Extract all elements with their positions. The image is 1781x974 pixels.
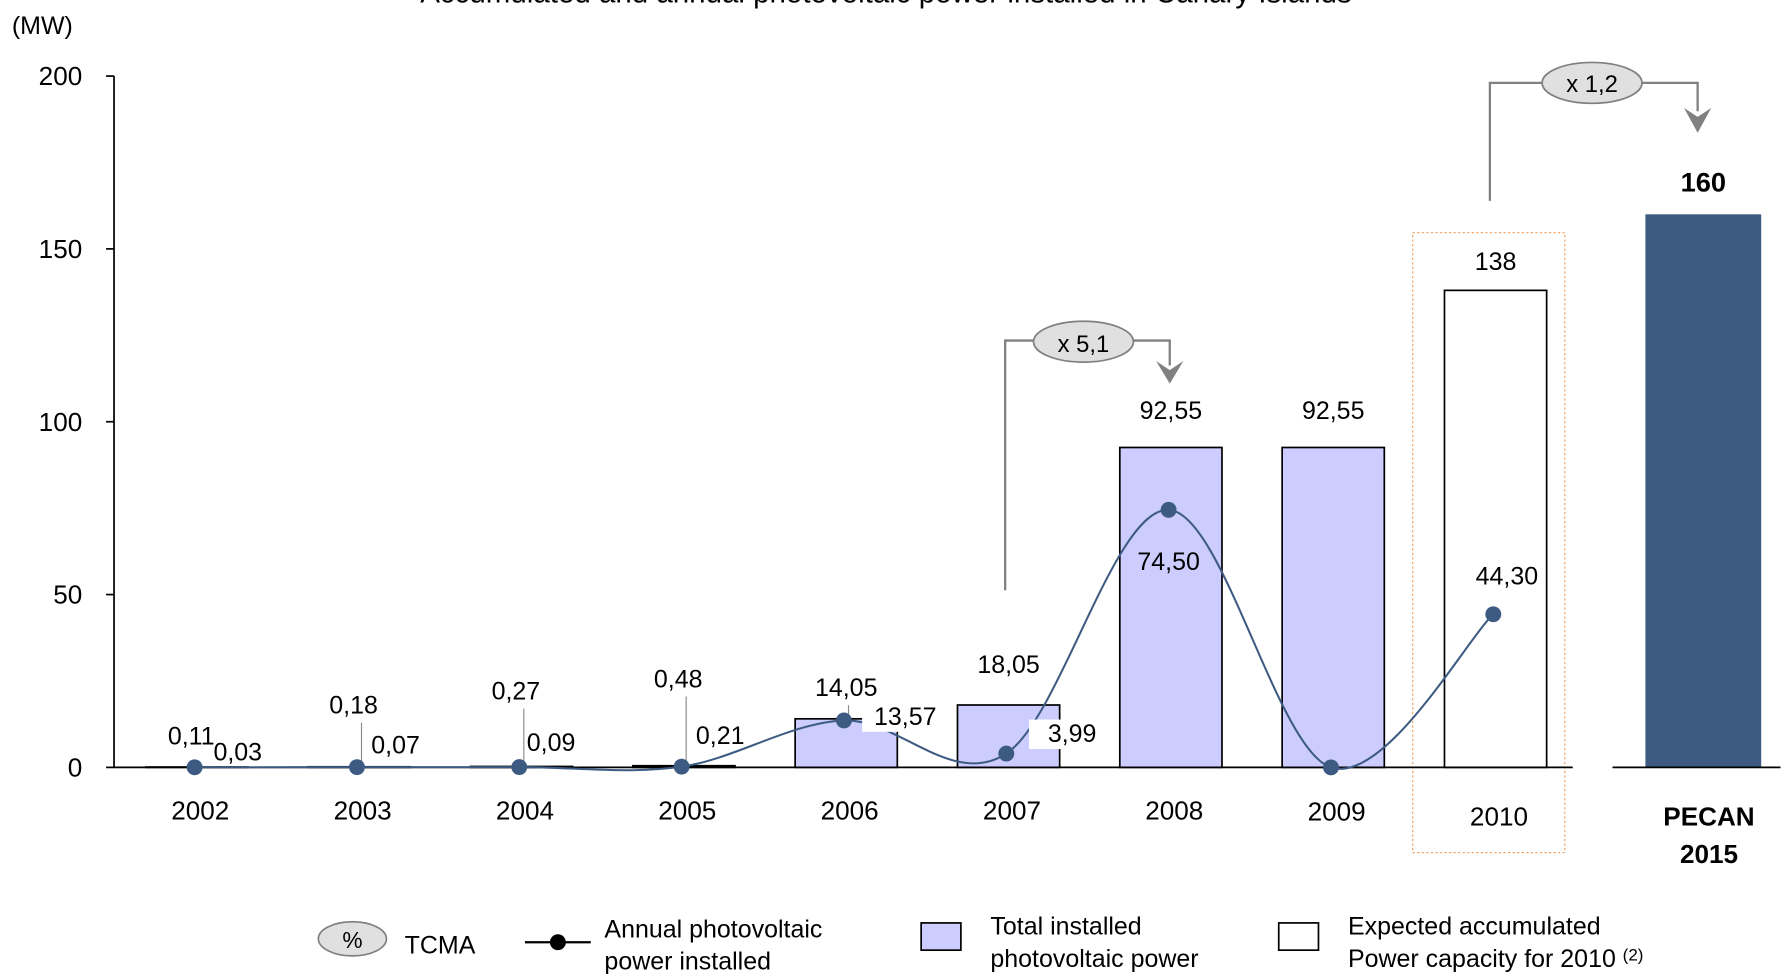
y-axis-label: (MW) [12,12,73,40]
y-tick-label: 50 [53,580,82,610]
bar-value-label: 160 [1681,167,1726,198]
bar-value-label: 138 [1475,248,1517,276]
bar [1118,446,1223,769]
x-tick-label: PECAN 2015 [1663,801,1754,868]
legend-label: TCMA [405,932,476,960]
bar-value-label: 14,05 [815,674,877,702]
line-value-label: 44,30 [1476,563,1538,591]
line-value-label: 13,57 [874,703,936,731]
y-tick-label: 200 [39,61,83,91]
tcma-bubble [1032,320,1135,363]
arrow-head [1684,107,1712,133]
line-point [186,759,203,776]
annotation: x 5,1 [1058,331,1110,358]
line-point [1160,501,1177,518]
x-tick-label: 2009 [1308,797,1366,827]
bar [1281,446,1386,769]
line-value-label: 74,50 [1137,548,1199,576]
chart-title: Accumulated and annual photovoltaic powe… [420,0,1351,9]
line-value-label: 0,07 [371,732,420,760]
legend-tcma-symbol-text: % [342,927,362,953]
tcma-bubble [1541,61,1643,105]
legend-label: Total installed photovoltaic power [990,912,1198,973]
label-backdrop [1028,719,1116,750]
line-point [349,759,365,776]
line [194,508,1494,772]
x-tick-label: 2004 [496,796,554,826]
legend-note: (2) [1623,945,1644,964]
y-tick-label: 0 [68,752,83,782]
bar-value-label: 0,27 [492,677,541,705]
x-tick-label: 2005 [658,796,716,826]
line-point [836,712,852,729]
x-tick-label: 2003 [334,796,392,826]
legend-tcma-symbol [317,920,388,957]
line-point [673,758,690,775]
x-tick-label: 2006 [821,796,879,826]
line-value-label: 0,21 [696,722,745,750]
annotation: x 1,2 [1566,71,1618,98]
bar [1645,214,1762,768]
legend-label: Expected accumulated Power capacity for 2… [1348,912,1616,973]
arrow-head [1156,360,1184,384]
bar-value-label: 18,05 [977,651,1039,679]
legend-label: Annual photovoltaic power installed [604,916,822,974]
label-backdrop [862,702,949,732]
line-point [1485,606,1502,623]
bar-value-label: 92,55 [1302,397,1364,425]
line-point [1323,759,1339,776]
x-tick-label: 2008 [1145,796,1203,826]
line-value-label: 0,03 [213,738,262,766]
bar-value-label: 0,11 [168,722,215,750]
line-point [511,759,528,776]
y-tick-label: 150 [39,234,83,264]
x-tick-label: 2002 [171,796,229,826]
line-value-label: 3,99 [1048,720,1097,748]
bar-value-label: 92,55 [1140,397,1202,425]
legend-swatch [1277,922,1320,952]
bar-value-label: 0,48 [654,665,703,693]
y-tick-label: 100 [39,407,83,437]
x-tick-label-line: 2015 [1680,839,1738,869]
x-tick-label: 2010 [1470,801,1528,831]
bar [1443,289,1548,769]
line-point [998,745,1015,762]
x-tick-label-line: PECAN [1663,801,1754,831]
bar-value-label: 0,18 [329,691,378,719]
legend-marker [549,934,566,951]
legend-swatch [920,922,962,952]
x-tick-label: 2007 [983,796,1041,826]
line-value-label: 0,09 [527,729,576,757]
